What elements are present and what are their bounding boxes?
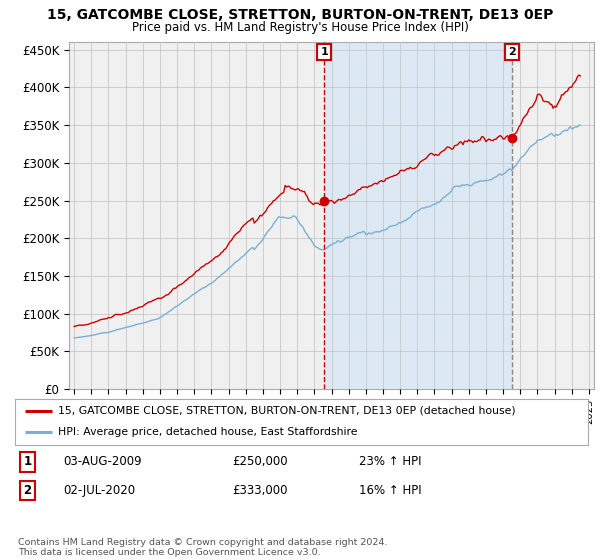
Text: 1: 1: [320, 46, 328, 57]
Text: £250,000: £250,000: [233, 455, 289, 468]
Text: 15, GATCOMBE CLOSE, STRETTON, BURTON-ON-TRENT, DE13 0EP (detached house): 15, GATCOMBE CLOSE, STRETTON, BURTON-ON-…: [58, 406, 515, 416]
Text: 23% ↑ HPI: 23% ↑ HPI: [359, 455, 421, 468]
Text: 15, GATCOMBE CLOSE, STRETTON, BURTON-ON-TRENT, DE13 0EP: 15, GATCOMBE CLOSE, STRETTON, BURTON-ON-…: [47, 8, 553, 22]
Text: £333,000: £333,000: [233, 484, 288, 497]
Text: 2: 2: [23, 484, 32, 497]
Bar: [324, 42, 512, 389]
Text: Price paid vs. HM Land Registry's House Price Index (HPI): Price paid vs. HM Land Registry's House …: [131, 21, 469, 34]
Text: HPI: Average price, detached house, East Staffordshire: HPI: Average price, detached house, East…: [58, 427, 358, 437]
Text: 1: 1: [23, 455, 32, 468]
Text: 16% ↑ HPI: 16% ↑ HPI: [359, 484, 421, 497]
Text: 2: 2: [508, 46, 515, 57]
Text: 02-JUL-2020: 02-JUL-2020: [64, 484, 136, 497]
Text: 03-AUG-2009: 03-AUG-2009: [64, 455, 142, 468]
Text: Contains HM Land Registry data © Crown copyright and database right 2024.
This d: Contains HM Land Registry data © Crown c…: [18, 538, 388, 557]
